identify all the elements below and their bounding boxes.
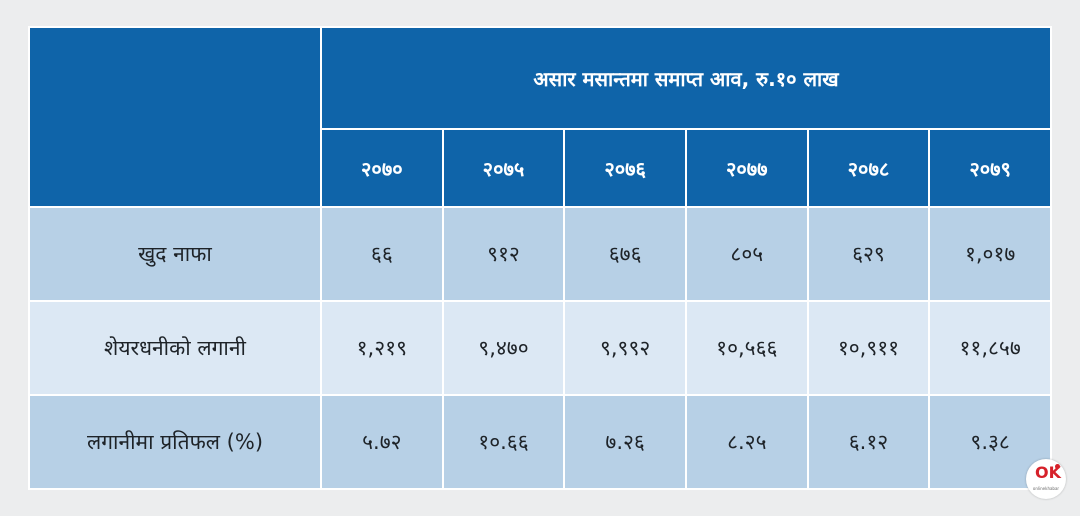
table-cell: १०.६६ [441,394,566,490]
corner-cell [28,26,322,208]
table-cell: ९,९९२ [563,300,687,396]
table-cell: ९१२ [441,206,566,302]
table-cell: ६२९ [806,206,931,302]
table-cell: ६६ [320,206,444,302]
logo-text: onlinekhabar [1032,486,1060,491]
year-header: २०७० [320,128,444,208]
table-cell: ६७६ [563,206,687,302]
table-caption: असार मसान्तमा समाप्त आव, रु.१० लाख [320,26,1052,130]
table-row: लगानीमा प्रतिफल (%) ५.७२ १०.६६ ७.२६ ८.२५… [28,394,1052,490]
table-cell: ९,४७० [441,300,566,396]
year-header: २०७५ [441,128,566,208]
year-header: २०७७ [684,128,809,208]
table-row: शेयरधनीको लगानी १,२१९ ९,४७० ९,९९२ १०,५६६… [28,300,1052,396]
table-cell: १,२१९ [320,300,444,396]
table-cell: १,०१७ [928,206,1052,302]
table-cell: ६.१२ [806,394,931,490]
row-label-return-on-investment: लगानीमा प्रतिफल (%) [28,394,322,490]
year-header: २०७९ [928,128,1052,208]
table-cell: ८.२५ [684,394,809,490]
row-label-shareholder-investment: शेयरधनीको लगानी [28,300,322,396]
table-cell: ८०५ [684,206,809,302]
table-cell: ७.२६ [563,394,687,490]
row-label-net-profit: खुद नाफा [28,206,322,302]
year-header: २०७८ [806,128,931,208]
table-cell: ५.७२ [320,394,444,490]
onlinekhabar-logo: OK onlinekhabar [1026,459,1066,499]
table-row: खुद नाफा ६६ ९१२ ६७६ ८०५ ६२९ १,०१७ [28,206,1052,302]
profit-table: असार मसान्तमा समाप्त आव, रु.१० लाख २०७० … [28,26,1052,490]
table-cell: ९.३८ [928,394,1052,490]
table-cell: १०,५६६ [684,300,809,396]
year-header: २०७६ [563,128,687,208]
logo-dot-icon [1055,464,1060,469]
table-cell: १०,९११ [806,300,931,396]
table-cell: ११,८५७ [928,300,1052,396]
data-table-frame: असार मसान्तमा समाप्त आव, रु.१० लाख २०७० … [28,26,1052,490]
